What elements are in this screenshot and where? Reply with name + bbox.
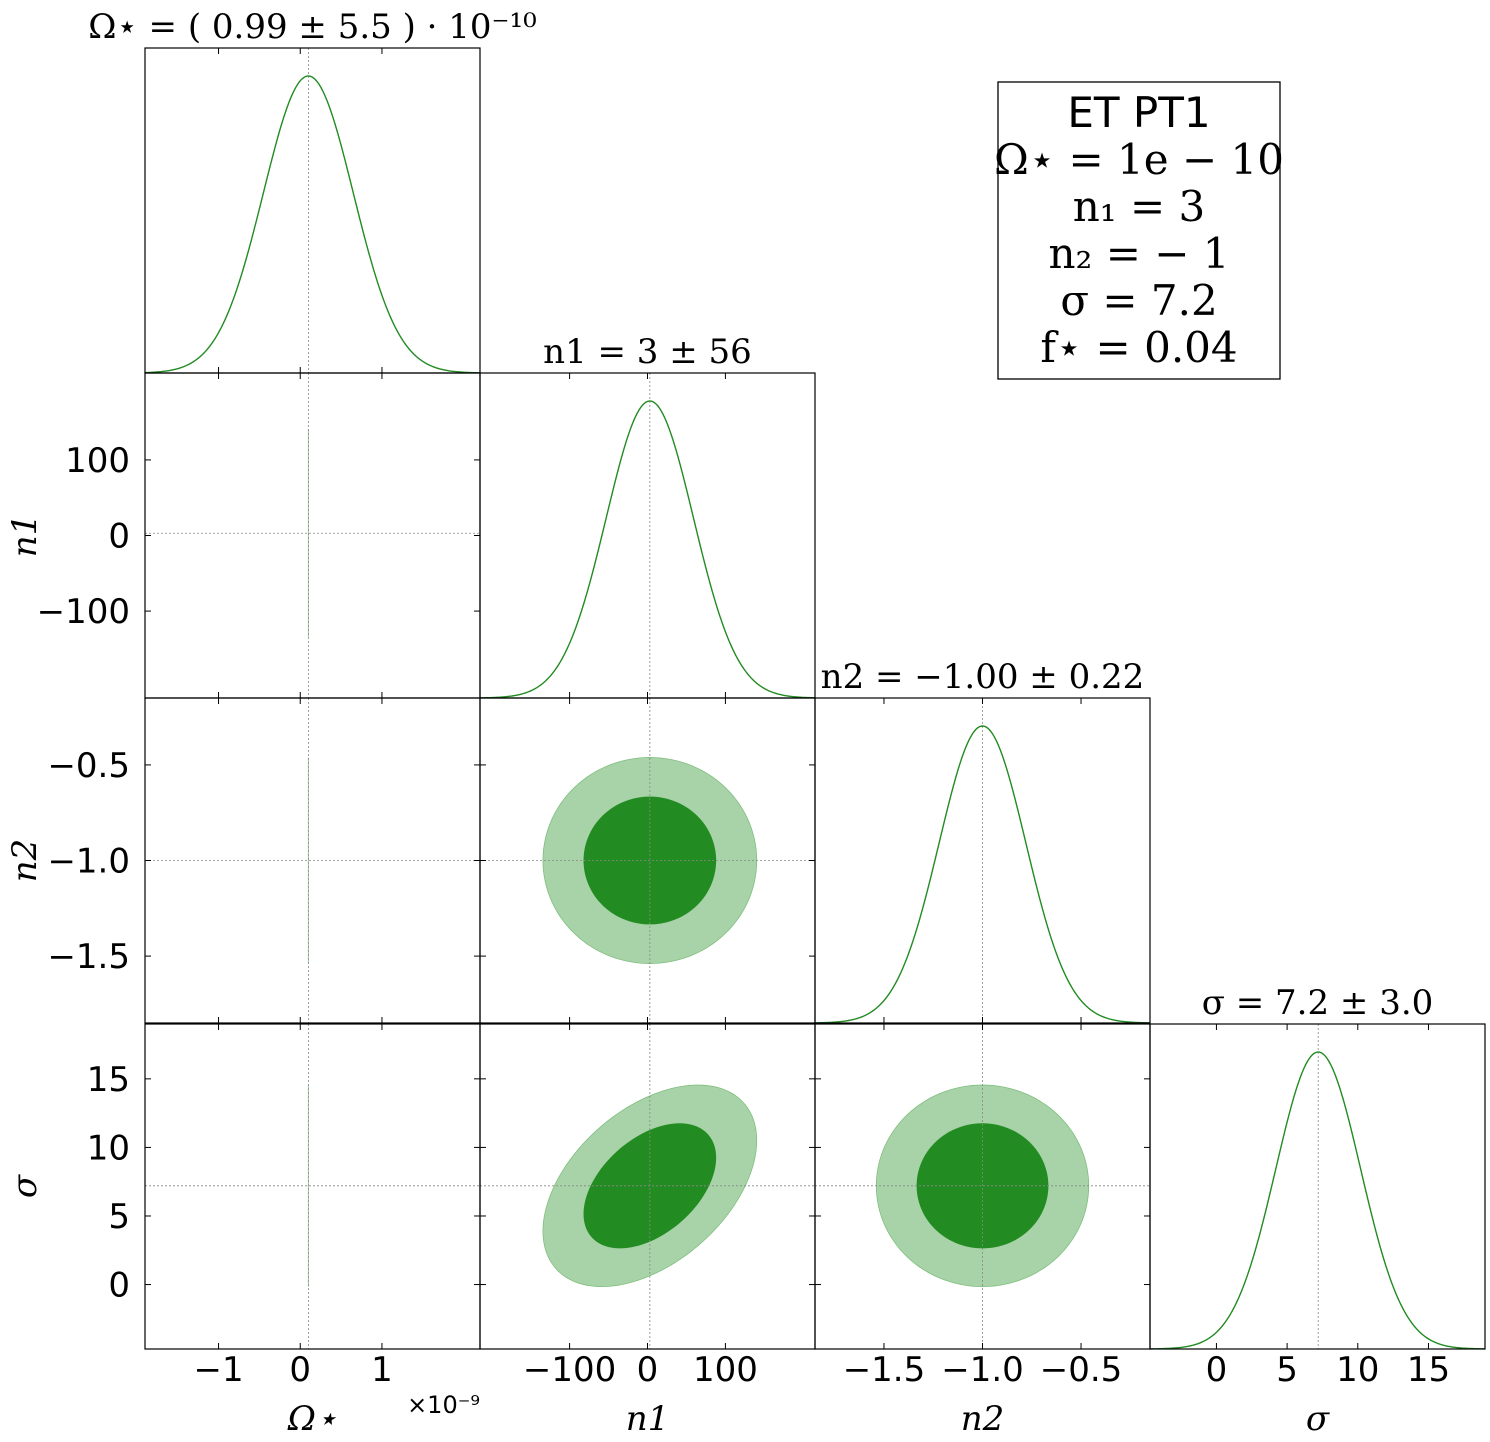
marginal-n2 <box>814 698 1151 1024</box>
frame-omega-n1 <box>144 372 481 699</box>
panel-omega-n1 <box>145 373 480 698</box>
ytick-label-sigma-2: 10 <box>87 1128 130 1168</box>
marginal-curve-omega <box>144 75 481 374</box>
ytick-label-n1-1: 0 <box>108 517 130 557</box>
ytick-label-n2-1: −1.0 <box>47 842 130 882</box>
xaxis-label-n1: n1 <box>626 1399 670 1439</box>
marginal-n1 <box>479 373 816 699</box>
legend-line-omega: Ω⋆ = 1e − 10 <box>994 135 1284 184</box>
marginal-curve-sigma <box>1149 1051 1486 1350</box>
contour-layer <box>144 48 1486 1350</box>
frame-layer <box>144 47 1486 1350</box>
panel-n1-sigma <box>480 1024 815 1349</box>
xaxis-label-omega: Ω⋆ <box>287 1399 337 1439</box>
ytick-label-n1-0: −100 <box>37 592 130 632</box>
panel-omega-sigma <box>145 1024 480 1349</box>
legend-line-fstar: f⋆ = 0.04 <box>1040 323 1237 372</box>
legend-line-sigma: σ = 7.2 <box>1060 276 1217 325</box>
yaxis-label-n1: n1 <box>5 514 45 558</box>
ytick-label-n2-2: −0.5 <box>47 746 130 786</box>
frame-sigma <box>1149 1023 1486 1350</box>
marginal-curve-n2 <box>814 725 1151 1024</box>
title-omega: Ω⋆ = ( 0.99 ± 5.5 ) · 10⁻¹⁰ <box>88 7 537 47</box>
legend-line-n1: n₁ = 3 <box>1073 182 1206 231</box>
frame-n1 <box>479 372 816 699</box>
xtick-label-n1-1: 0 <box>637 1350 659 1390</box>
xtick-label-omega-2: 1 <box>371 1350 393 1390</box>
panel-n2-sigma <box>815 1024 1150 1349</box>
xtick-label-sigma-3: 15 <box>1407 1350 1450 1390</box>
panel-n1-n2 <box>480 698 815 1023</box>
panel-omega-n2 <box>145 698 480 1023</box>
legend-line-n2: n₂ = − 1 <box>1048 229 1229 278</box>
title-sigma: σ = 7.2 ± 3.0 <box>1202 983 1434 1023</box>
title-n1: n1 = 3 ± 56 <box>543 332 752 372</box>
ytick-label-sigma-0: 0 <box>108 1266 130 1306</box>
ytick-label-n2-0: −1.5 <box>47 937 130 977</box>
xtick-label-sigma-0: 0 <box>1206 1350 1228 1390</box>
xtick-label-sigma-2: 10 <box>1336 1350 1379 1390</box>
xtick-label-n2-2: −0.5 <box>1040 1350 1123 1390</box>
title-n2: n2 = −1.00 ± 0.22 <box>821 657 1145 697</box>
legend-title: ET PT1 <box>1067 88 1210 137</box>
ytick-label-sigma-1: 5 <box>108 1197 130 1237</box>
yaxis-label-n2: n2 <box>5 839 45 883</box>
xaxis-multiplier-omega: ×10⁻⁹ <box>407 1391 480 1419</box>
ytick-label-sigma-3: 15 <box>87 1060 130 1100</box>
legend-box: ET PT1 Ω⋆ = 1e − 10 n₁ = 3 n₂ = − 1 σ = … <box>994 81 1284 380</box>
xtick-label-n2-1: −1.0 <box>941 1350 1024 1390</box>
xtick-label-sigma-1: 5 <box>1276 1350 1298 1390</box>
xtick-label-omega-0: −1 <box>193 1350 243 1390</box>
ytick-label-n1-2: 100 <box>65 441 130 481</box>
text-layer: Ω⋆ = ( 0.99 ± 5.5 ) · 10⁻¹⁰ n1 = 3 ± 56 n2… <box>5 7 1450 1439</box>
xtick-label-n1-2: 100 <box>693 1350 758 1390</box>
frame-omega <box>144 47 481 374</box>
frame-omega-sigma <box>144 1023 481 1350</box>
xtick-label-n1-0: −100 <box>523 1350 616 1390</box>
xtick-label-omega-1: 0 <box>289 1350 311 1390</box>
marginal-curve-n1 <box>479 400 816 699</box>
xaxis-label-n2: n2 <box>961 1399 1005 1439</box>
xaxis-label-sigma: σ <box>1306 1399 1330 1439</box>
marginal-omega <box>144 48 481 374</box>
legend-frame <box>997 81 1281 380</box>
xtick-label-n2-0: −1.5 <box>843 1350 926 1390</box>
marginal-sigma <box>1149 1024 1486 1350</box>
yaxis-label-sigma: σ <box>5 1174 45 1198</box>
